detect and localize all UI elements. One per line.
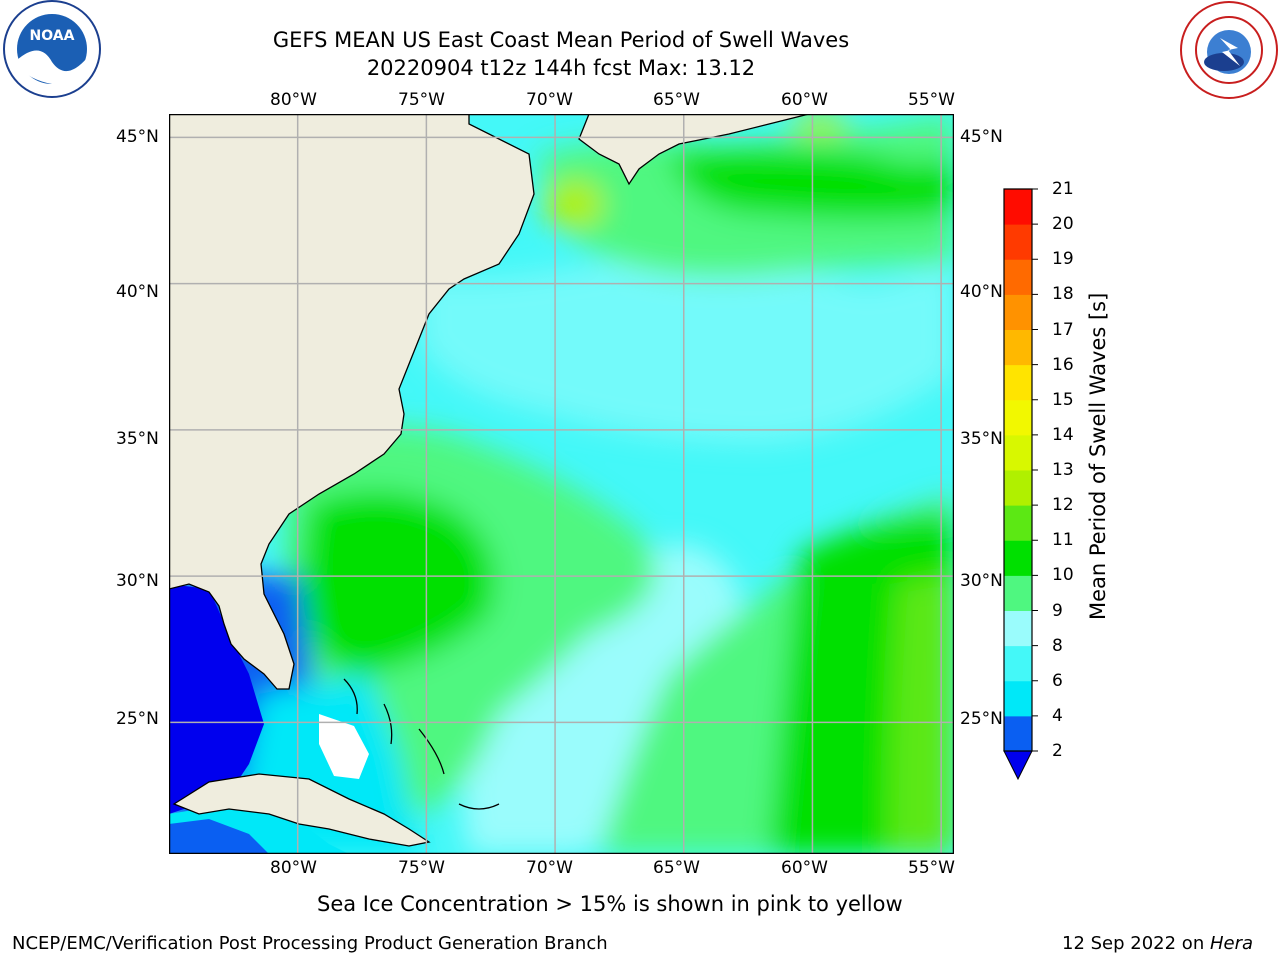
colorbar-segment	[1004, 224, 1032, 260]
noaa-logo: NOAA	[0, 0, 105, 100]
lon-label-top: 75°W	[398, 90, 445, 110]
colorbar-tick-label: 10	[1052, 565, 1074, 586]
lon-label-top: 65°W	[653, 90, 700, 110]
credit-text: NCEP/EMC/Verification Post Processing Pr…	[12, 933, 608, 954]
colorbar-tick-label: 2	[1052, 741, 1063, 761]
lon-label-bottom: 60°W	[781, 858, 828, 878]
colorbar-segment	[1004, 505, 1032, 541]
lon-label-bottom: 80°W	[270, 858, 317, 878]
colorbar-tick-label: 8	[1052, 635, 1063, 656]
land-maritimes	[578, 114, 810, 186]
colorbar-tick-label: 21	[1052, 179, 1074, 199]
colorbar-tick-label: 6	[1052, 670, 1063, 691]
colorbar-segment	[1004, 294, 1032, 330]
machine-name: Hera	[1209, 933, 1253, 954]
period-field	[169, 114, 954, 854]
lat-label-right: 45°N	[960, 127, 1003, 147]
colorbar-segment	[1004, 399, 1032, 436]
lon-label-bottom: 65°W	[653, 858, 700, 878]
colorbar-segment	[1004, 434, 1032, 471]
lat-label-left: 25°N	[116, 709, 159, 729]
land-us	[169, 114, 535, 690]
colorbar-tick-label: 18	[1052, 284, 1074, 305]
colorbar-tick-label: 13	[1052, 460, 1074, 480]
lon-label-top: 80°W	[270, 90, 317, 110]
sea-ice-note: Sea Ice Concentration > 15% is shown in …	[317, 892, 903, 916]
colorbar-segment	[1004, 575, 1032, 611]
noaa-logo-text: NOAA	[30, 28, 75, 44]
lat-label-right: 40°N	[960, 282, 1003, 302]
colorbar-under-arrow	[1003, 750, 1033, 781]
date-text: 12 Sep 2022 on	[1062, 933, 1210, 954]
lon-label-top: 70°W	[526, 90, 573, 110]
colorbar-segment	[1004, 364, 1032, 401]
date-stamp: 12 Sep 2022 on Hera	[1062, 933, 1253, 954]
chart-title: GEFS MEAN US East Coast Mean Period of S…	[272, 28, 850, 52]
colorbar-segment	[1004, 329, 1032, 366]
colorbar-segment	[1004, 470, 1032, 506]
colorbar-tick-label: 14	[1052, 424, 1074, 445]
colorbar-segment	[1004, 610, 1032, 647]
lon-label-top: 55°W	[908, 90, 955, 110]
colorbar-segment	[1004, 259, 1032, 295]
colorbar-segment	[1004, 540, 1032, 576]
lat-label-right: 25°N	[960, 709, 1003, 729]
swell-period-map	[168, 113, 955, 855]
lon-label-bottom: 55°W	[908, 858, 955, 878]
colorbar-tick-label: 20	[1052, 214, 1074, 235]
colorbar-tick-label: 9	[1052, 600, 1063, 621]
colorbar-label: Mean Period of Swell Waves [s]	[1086, 292, 1110, 620]
map-panel	[168, 113, 955, 855]
colorbar-tick-label: 4	[1052, 705, 1063, 726]
lon-label-bottom: 70°W	[526, 858, 573, 878]
colorbar-segment	[1004, 645, 1032, 682]
colorbar-segment	[1004, 189, 1032, 225]
colorbar-tick-label: 17	[1052, 319, 1074, 340]
nws-logo	[1178, 0, 1280, 100]
lat-label-left: 45°N	[116, 127, 159, 147]
map-frame	[168, 113, 955, 855]
colorbar-segment	[1004, 715, 1032, 752]
lat-label-left: 30°N	[116, 571, 159, 591]
colorbar-tick-label: 19	[1052, 249, 1074, 270]
colorbar-tick-label: 15	[1052, 389, 1074, 410]
colorbar-segment	[1004, 680, 1032, 717]
lat-label-right: 35°N	[960, 429, 1003, 449]
lon-label-top: 60°W	[781, 90, 828, 110]
lat-label-right: 30°N	[960, 571, 1003, 591]
colorbar-tick-label: 11	[1052, 530, 1074, 551]
lon-label-bottom: 75°W	[398, 858, 445, 878]
graticule	[169, 114, 954, 854]
lat-label-left: 40°N	[116, 282, 159, 302]
colorbar-tick-label: 12	[1052, 495, 1074, 516]
lat-label-left: 35°N	[116, 429, 159, 449]
colorbar-tick-label: 16	[1052, 354, 1074, 375]
colorbar	[1000, 185, 1040, 785]
chart-subtitle: 20220904 t12z 144h fcst Max: 13.12	[366, 56, 756, 80]
land-bahamas	[343, 678, 500, 810]
land-cuba	[172, 773, 431, 847]
